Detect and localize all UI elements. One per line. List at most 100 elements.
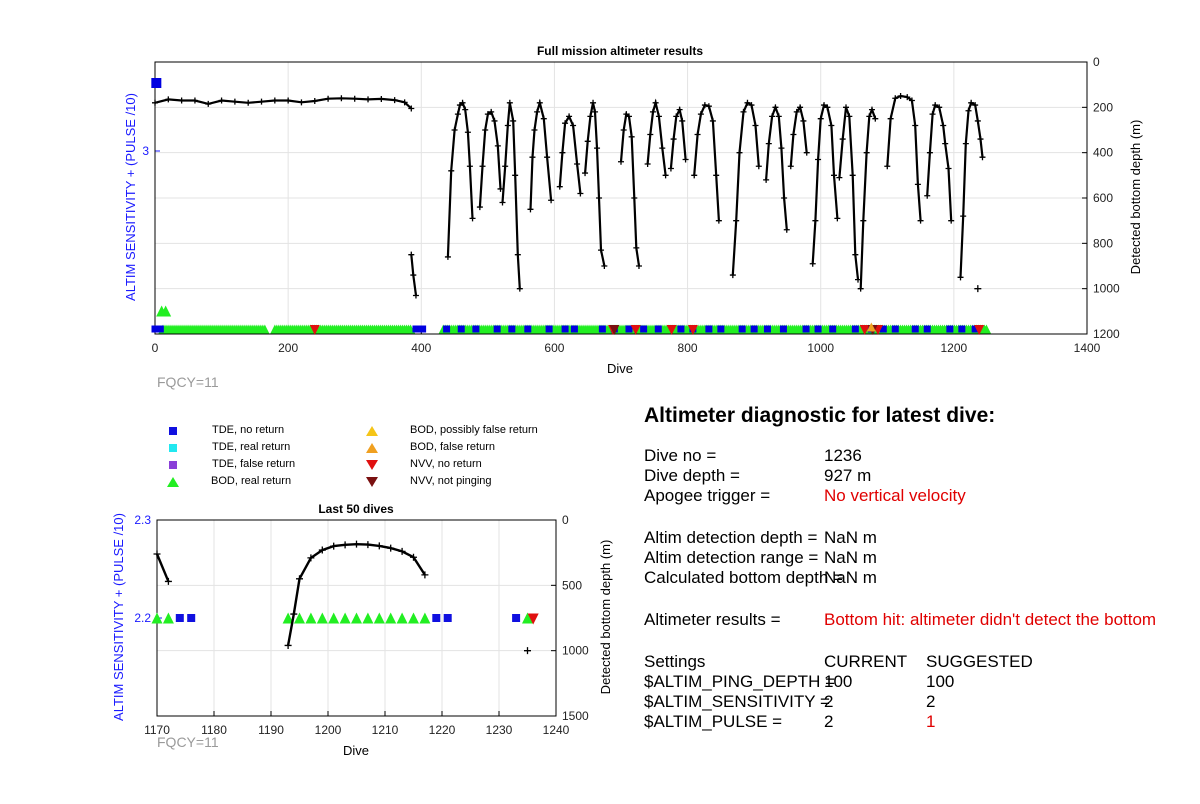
top-depth-point [410, 272, 417, 279]
top-x-tick-label: 200 [278, 341, 298, 355]
top-depth-point [596, 195, 603, 201]
top-depth-point [459, 99, 466, 106]
top-depth-series [789, 104, 808, 167]
legend-label: TDE, no return [212, 424, 285, 436]
top-depth-point [391, 97, 398, 104]
top-depth-point [691, 172, 698, 179]
top-depth-point [633, 244, 640, 251]
top-right-y-tick-label: 1200 [1093, 327, 1120, 341]
top-depth-point [152, 99, 158, 106]
top-nvv-marker [974, 325, 985, 335]
top-tde-marker [750, 325, 758, 333]
top-depth-point [715, 217, 722, 224]
top-depth-point [534, 108, 541, 115]
top-tde-marker [156, 325, 164, 333]
top-depth-point [849, 172, 856, 179]
dive-no-label: Dive no = [644, 446, 717, 465]
top-depth-point [752, 122, 759, 129]
bottom-depth-point [421, 571, 429, 579]
top-chart-ylabel-right: Detected bottom depth (m) [1128, 120, 1143, 275]
top-tde-marker [545, 325, 553, 333]
top-tde-marker [419, 325, 427, 333]
bottom-depth-point [410, 553, 417, 561]
top-depth-series [584, 102, 606, 267]
bottom-tde-marker [512, 614, 521, 622]
top-depth-point [940, 122, 947, 129]
top-depth-point [887, 115, 894, 122]
top-depth-series [478, 110, 502, 208]
bottom-right-y-tick-label: 500 [562, 578, 582, 592]
top-depth-point [783, 226, 790, 233]
top-nvv-marker [859, 325, 870, 335]
top-depth-point [769, 113, 776, 120]
top-depth-point [977, 136, 984, 143]
settings-current-header: CURRENT [824, 652, 908, 671]
top-depth-point [744, 99, 751, 106]
top-depth-point [577, 190, 584, 197]
top-depth-point [736, 149, 743, 156]
legend-label: TDE, false return [212, 458, 296, 470]
top-tde-marker [443, 325, 451, 333]
top-depth-point [852, 251, 859, 258]
top-depth-point [974, 285, 982, 293]
legend-label: NVV, not pinging [410, 475, 492, 487]
top-depth-point [378, 95, 385, 102]
top-tde-marker [829, 325, 837, 333]
top-tde-marker [508, 325, 516, 333]
legend-marker-triangle-down-icon [366, 460, 378, 470]
bottom-depth-point [524, 647, 531, 655]
bottom-x-tick-label: 1240 [543, 723, 570, 737]
top-right-y-tick-label: 1000 [1093, 282, 1120, 296]
top-depth-point [548, 197, 555, 204]
top-tde-marker [472, 325, 480, 333]
top-depth-point [647, 131, 654, 138]
diagnostic-heading: Altimeter diagnostic for latest dive: [644, 404, 996, 427]
top-depth-point [682, 156, 689, 163]
top-depth-point [868, 106, 875, 113]
top-depth-point [510, 117, 517, 124]
bottom-depth-point [307, 554, 315, 562]
top-depth-point [772, 104, 779, 111]
top-depth-point [709, 117, 716, 124]
bottom-x-tick-label: 1230 [486, 723, 513, 737]
top-depth-point [529, 154, 536, 161]
top-depth-point [631, 195, 638, 201]
altimeter-results-label: Altimeter results = [644, 610, 781, 629]
top-tde-marker [814, 325, 822, 333]
top-depth-point [514, 251, 521, 258]
top-depth-point [448, 167, 455, 174]
top-depth-point [644, 161, 651, 167]
top-depth-point [936, 104, 943, 111]
top-depth-point [479, 163, 486, 170]
top-depth-point [590, 99, 597, 106]
top-depth-point [828, 122, 835, 129]
top-depth-point [516, 285, 523, 292]
top-depth-point [527, 206, 534, 213]
top-depth-point [351, 95, 358, 102]
bottom-x-tick-label: 1220 [429, 723, 456, 737]
apogee-trigger-label: Apogee trigger = [644, 486, 771, 505]
bottom-depth-point [296, 575, 303, 583]
bottom-bod-marker [373, 612, 385, 624]
top-depth-series [926, 103, 953, 221]
top-depth-point [491, 117, 498, 124]
top-nvv-marker [687, 325, 698, 335]
top-depth-point [697, 111, 704, 118]
top-depth-point [960, 213, 967, 220]
top-tde-marker [763, 325, 771, 333]
top-depth-point [755, 163, 762, 170]
bottom-tde-marker [443, 614, 452, 622]
top-depth-point [205, 100, 212, 107]
top-tde-marker [654, 325, 662, 333]
sensitivity-current: 2 [824, 692, 834, 711]
bottom-depth-point [290, 610, 298, 618]
top-tde-marker [717, 325, 725, 333]
bottom-nvv-marker [527, 613, 539, 625]
bottom-depth-point [284, 641, 292, 649]
top-depth-point [932, 102, 939, 109]
top-depth-point [897, 93, 904, 99]
top-depth-point [857, 285, 864, 292]
bottom-bod-marker [362, 612, 374, 624]
top-depth-series [886, 94, 922, 221]
top-depth-point [476, 204, 483, 211]
